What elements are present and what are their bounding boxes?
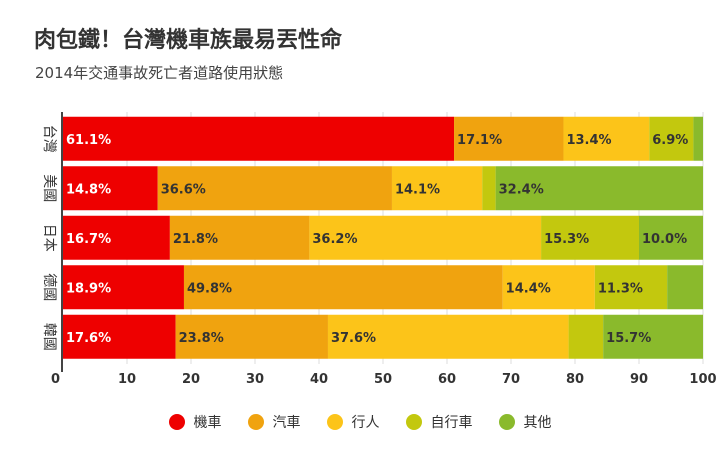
legend-label: 機車 (193, 415, 222, 431)
bar-segment (639, 215, 703, 260)
data-label: 14.8% (66, 182, 111, 197)
legend-swatch (247, 414, 264, 430)
x-tick-label: 60 (438, 372, 456, 387)
legend-label: 行人 (351, 415, 380, 431)
chart-subtitle: 2014年交通事故死亡者道路使用狀態 (35, 64, 284, 82)
x-tick-label: 20 (182, 372, 200, 387)
data-label: 10.0% (642, 232, 687, 247)
bar-segment (454, 116, 564, 161)
data-label: 14.4% (506, 281, 551, 296)
category-label: 日本 (41, 224, 57, 252)
legend-label: 汽車 (272, 415, 301, 431)
bar-segment (594, 265, 668, 310)
legend-item: 行人 (326, 412, 380, 432)
bar-segment (502, 265, 595, 310)
category-label: 美國 (41, 174, 57, 202)
data-label: 17.1% (457, 133, 502, 148)
chart-legend: 機車 汽車 行人 自行車 其他 (0, 412, 720, 432)
data-label: 11.3% (598, 281, 643, 296)
bar-segment (183, 265, 503, 310)
legend-swatch (326, 414, 343, 430)
bar-segment (63, 265, 184, 310)
bar-segment (63, 166, 158, 211)
data-label: 16.7% (66, 232, 111, 247)
category-label: 台灣 (41, 125, 57, 153)
data-label: 36.6% (161, 182, 206, 197)
bar-segment (563, 116, 650, 161)
bar-segment (327, 314, 569, 359)
bar-segment (157, 166, 392, 211)
legend-item: 機車 (168, 412, 222, 432)
bar-segment (693, 116, 703, 161)
bar-segment (568, 314, 604, 359)
data-label: 36.2% (312, 232, 357, 247)
chart-title: 肉包鐵！台灣機車族最易丟性命 (34, 28, 343, 53)
bar-segment (63, 116, 455, 161)
bar-segment (63, 314, 176, 359)
x-tick-label: 90 (630, 372, 648, 387)
category-label: 德國 (41, 273, 57, 301)
category-label: 韓國 (41, 323, 57, 351)
data-label: 23.8% (179, 331, 224, 346)
bar-segment (649, 116, 694, 161)
legend-item: 其他 (498, 412, 552, 432)
data-label: 15.7% (606, 331, 651, 346)
x-tick-label: 10 (118, 372, 136, 387)
x-tick-label: 30 (246, 372, 264, 387)
bar-segment (169, 215, 310, 260)
data-label: 15.3% (544, 232, 589, 247)
data-label: 37.6% (331, 331, 376, 346)
data-label: 17.6% (66, 331, 111, 346)
data-label: 32.4% (499, 182, 544, 197)
legend-swatch (168, 414, 185, 430)
legend-label: 其他 (523, 415, 552, 431)
data-label: 49.8% (187, 281, 232, 296)
x-tick-label: 0 (51, 372, 60, 387)
data-label: 6.9% (652, 133, 688, 148)
bar-segment (63, 215, 170, 260)
data-label: 61.1% (66, 133, 111, 148)
x-tick-label: 80 (566, 372, 584, 387)
legend-swatch (498, 414, 515, 430)
bar-segment (495, 166, 703, 211)
bar-segment (175, 314, 328, 359)
data-label: 21.8% (173, 232, 218, 247)
data-label: 13.4% (566, 133, 611, 148)
data-label: 18.9% (66, 281, 111, 296)
bar-segment (603, 314, 703, 359)
legend-item: 汽車 (247, 412, 301, 432)
x-tick-label: 70 (502, 372, 520, 387)
legend-item: 自行車 (405, 412, 473, 432)
bar-segment (391, 166, 483, 211)
legend-label: 自行車 (430, 415, 473, 431)
x-tick-label: 50 (374, 372, 392, 387)
bar-segment (482, 166, 496, 211)
x-tick-label: 100 (689, 372, 716, 387)
bar-segment (541, 215, 639, 260)
legend-swatch (405, 414, 422, 430)
bar-segment (309, 215, 542, 260)
bar-segment (667, 265, 703, 310)
x-tick-label: 40 (310, 372, 328, 387)
data-label: 14.1% (395, 182, 440, 197)
